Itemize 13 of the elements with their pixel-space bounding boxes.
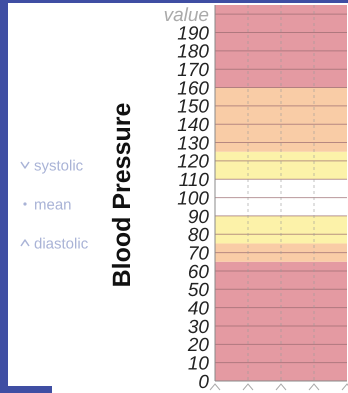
y-tick-label: 120 <box>177 152 210 173</box>
legend-label: mean <box>34 196 72 214</box>
y-tick-label: 30 <box>188 316 210 338</box>
y-tick-label: 150 <box>177 96 210 118</box>
y-tick-label: 0 <box>198 372 210 393</box>
y-tick-label: 10 <box>188 354 210 374</box>
y-tick-label: 90 <box>188 206 210 228</box>
y-tick-label: 180 <box>177 42 210 63</box>
y-tick-label: 60 <box>188 262 210 283</box>
legend-label: diastolic <box>34 235 89 252</box>
legend-label: systolic <box>34 157 84 174</box>
y-axis-title: Blood Pressure <box>108 102 136 288</box>
y-tick-label: 20 <box>186 335 210 356</box>
